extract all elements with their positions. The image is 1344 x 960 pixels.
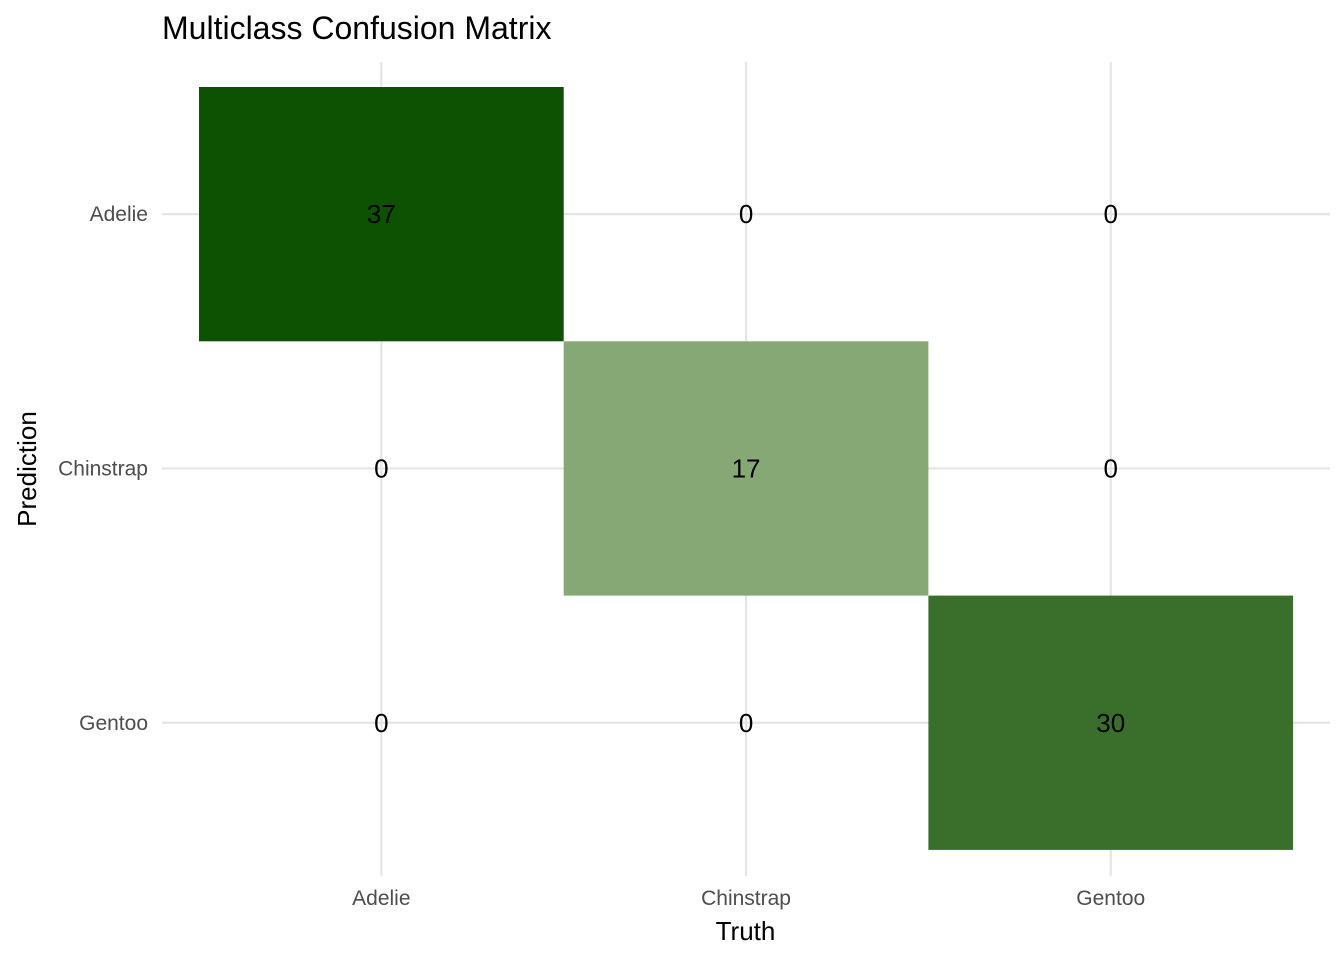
y-axis-tick-labels: Adelie Chinstrap Gentoo — [58, 203, 148, 735]
cell-chinstrap-chinstrap-value: 17 — [732, 453, 761, 483]
cell-gentoo-adelie-value: 0 — [374, 708, 388, 738]
y-tick-label-adelie: Adelie — [90, 203, 148, 226]
chart-title: Multiclass Confusion Matrix — [162, 10, 551, 46]
cell-chinstrap-adelie-value: 0 — [374, 453, 388, 483]
cell-value-labels: 37 0 0 0 17 0 0 0 30 — [367, 199, 1125, 738]
cell-chinstrap-chinstrap — [563, 341, 929, 596]
y-axis-title: Prediction — [12, 411, 42, 527]
cell-adelie-gentoo-value: 0 — [1104, 199, 1118, 229]
y-tick-label-chinstrap: Chinstrap — [58, 457, 148, 480]
y-tick-label-gentoo: Gentoo — [79, 712, 148, 735]
cell-gentoo-gentoo-value: 30 — [1096, 708, 1125, 738]
cell-gentoo-gentoo — [928, 595, 1294, 850]
x-tick-label-chinstrap: Chinstrap — [701, 887, 791, 910]
x-tick-label-gentoo: Gentoo — [1076, 887, 1145, 910]
x-tick-label-adelie: Adelie — [352, 887, 410, 910]
cell-adelie-adelie-value: 37 — [367, 199, 396, 229]
cell-gentoo-chinstrap-value: 0 — [739, 708, 753, 738]
x-axis-title: Truth — [716, 916, 776, 946]
cell-adelie-chinstrap-value: 0 — [739, 199, 753, 229]
cell-chinstrap-gentoo-value: 0 — [1104, 453, 1118, 483]
x-axis-tick-labels: Adelie Chinstrap Gentoo — [352, 887, 1145, 910]
heatmap-cells — [199, 87, 1294, 850]
cell-adelie-adelie — [199, 87, 564, 342]
